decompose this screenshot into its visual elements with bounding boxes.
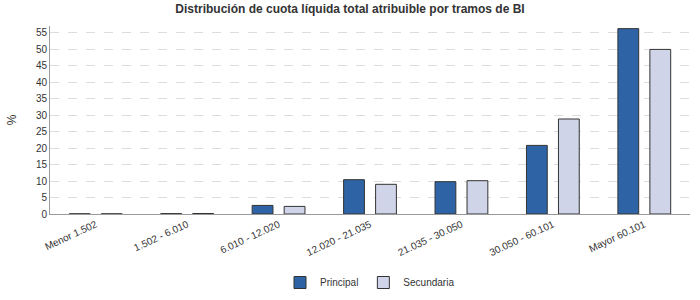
- svg-text:25: 25: [36, 126, 48, 137]
- svg-text:6.010 - 12.020: 6.010 - 12.020: [218, 218, 282, 255]
- svg-text:15: 15: [36, 159, 48, 170]
- svg-text:40: 40: [36, 77, 48, 88]
- svg-text:55: 55: [36, 27, 48, 38]
- svg-text:1.502 - 6.010: 1.502 - 6.010: [132, 218, 190, 253]
- svg-text:30.050 - 60.101: 30.050 - 60.101: [488, 218, 557, 258]
- svg-text:21.035 - 30.050: 21.035 - 30.050: [396, 218, 465, 258]
- svg-text:Distribución de cuota líquida: Distribución de cuota líquida total atri…: [175, 2, 524, 16]
- svg-text:Mayor 60.101: Mayor 60.101: [587, 218, 647, 254]
- svg-text:Principal: Principal: [320, 277, 358, 288]
- svg-text:Menor 1.502: Menor 1.502: [43, 218, 99, 252]
- svg-text:20: 20: [36, 143, 48, 154]
- svg-text:10: 10: [36, 176, 48, 187]
- svg-text:30: 30: [36, 110, 48, 121]
- svg-text:35: 35: [36, 93, 48, 104]
- svg-text:12.020 - 21.035: 12.020 - 21.035: [305, 218, 374, 258]
- svg-text:%: %: [5, 114, 19, 125]
- svg-text:5: 5: [41, 192, 47, 203]
- svg-text:45: 45: [36, 60, 48, 71]
- svg-text:50: 50: [36, 44, 48, 55]
- svg-text:0: 0: [41, 209, 47, 220]
- svg-text:Secundaria: Secundaria: [403, 277, 454, 288]
